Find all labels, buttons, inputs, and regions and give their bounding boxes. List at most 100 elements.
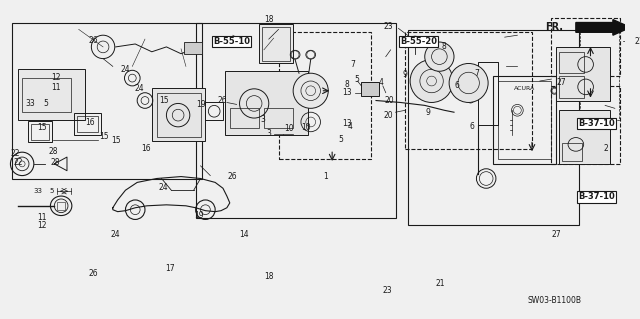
Bar bbox=[552, 86, 620, 164]
Text: 9: 9 bbox=[403, 70, 408, 79]
Text: 24: 24 bbox=[158, 183, 168, 192]
Text: 5: 5 bbox=[354, 75, 359, 84]
Text: 8: 8 bbox=[442, 42, 447, 51]
Bar bbox=[57, 202, 65, 210]
Text: 9: 9 bbox=[425, 108, 430, 117]
Text: 24: 24 bbox=[134, 84, 144, 93]
Bar bbox=[225, 71, 308, 135]
Circle shape bbox=[449, 63, 488, 102]
Text: 18: 18 bbox=[264, 271, 274, 281]
Text: 2: 2 bbox=[604, 144, 608, 153]
Text: 33: 33 bbox=[26, 99, 35, 108]
Bar bbox=[278, 32, 371, 159]
Text: 18: 18 bbox=[264, 15, 273, 24]
Circle shape bbox=[425, 42, 454, 71]
Text: B-37-10: B-37-10 bbox=[578, 192, 615, 201]
Text: ACURA: ACURA bbox=[513, 86, 535, 91]
Text: 5: 5 bbox=[43, 99, 48, 108]
Text: 11: 11 bbox=[37, 213, 46, 222]
Text: 24: 24 bbox=[121, 65, 131, 74]
Text: 7: 7 bbox=[474, 69, 479, 78]
Text: 3: 3 bbox=[266, 129, 271, 138]
Text: 15: 15 bbox=[159, 96, 169, 105]
Bar bbox=[196, 23, 396, 218]
Bar bbox=[559, 110, 610, 164]
Text: 26: 26 bbox=[88, 36, 98, 45]
Bar bbox=[262, 27, 290, 61]
Text: 25: 25 bbox=[604, 121, 614, 130]
Text: 5: 5 bbox=[49, 188, 54, 194]
Text: 6: 6 bbox=[454, 81, 460, 90]
Text: B-55-10: B-55-10 bbox=[213, 37, 250, 46]
Text: FR.: FR. bbox=[545, 22, 563, 33]
Bar bbox=[230, 108, 259, 128]
Text: 33: 33 bbox=[33, 188, 42, 194]
Text: 26: 26 bbox=[228, 172, 237, 181]
Bar bbox=[264, 108, 293, 128]
Text: 1: 1 bbox=[323, 172, 328, 181]
Text: 12: 12 bbox=[51, 73, 60, 82]
Text: 27: 27 bbox=[551, 230, 561, 239]
Text: 23: 23 bbox=[383, 286, 392, 295]
Bar bbox=[498, 81, 552, 159]
Text: 4: 4 bbox=[378, 78, 383, 87]
Bar bbox=[493, 76, 556, 164]
Text: 17: 17 bbox=[166, 264, 175, 273]
Bar bbox=[628, 32, 640, 50]
Text: 14: 14 bbox=[239, 230, 249, 239]
Bar bbox=[28, 121, 52, 143]
Text: B-55-20: B-55-20 bbox=[400, 37, 437, 46]
Text: 22: 22 bbox=[11, 149, 20, 158]
Text: 27: 27 bbox=[556, 78, 566, 87]
Text: B-37-10: B-37-10 bbox=[578, 119, 615, 128]
Bar bbox=[552, 18, 620, 76]
Text: 19: 19 bbox=[196, 100, 205, 109]
Bar bbox=[559, 76, 584, 98]
Bar bbox=[559, 52, 584, 73]
Text: 13: 13 bbox=[342, 88, 351, 97]
Bar bbox=[259, 25, 293, 63]
Text: 16: 16 bbox=[86, 118, 95, 128]
Text: 12: 12 bbox=[37, 221, 46, 230]
Bar bbox=[580, 23, 619, 120]
Bar bbox=[22, 78, 71, 112]
Text: 3: 3 bbox=[260, 115, 265, 123]
Bar bbox=[556, 47, 610, 100]
Text: 7: 7 bbox=[351, 60, 356, 69]
Text: 10: 10 bbox=[284, 124, 294, 133]
Bar bbox=[362, 82, 379, 96]
Circle shape bbox=[410, 60, 453, 102]
Text: 24: 24 bbox=[110, 230, 120, 239]
Bar bbox=[408, 30, 579, 225]
Text: 26: 26 bbox=[217, 96, 227, 105]
Text: 28: 28 bbox=[49, 147, 58, 156]
Bar bbox=[12, 23, 202, 179]
Text: 15: 15 bbox=[99, 132, 108, 141]
Circle shape bbox=[293, 73, 328, 108]
Bar bbox=[19, 69, 84, 120]
Bar bbox=[562, 144, 582, 161]
Text: 5: 5 bbox=[339, 135, 343, 144]
Bar bbox=[157, 93, 200, 137]
Text: 22: 22 bbox=[13, 158, 23, 167]
Bar bbox=[152, 88, 205, 141]
Text: 10: 10 bbox=[301, 123, 310, 132]
Text: 4: 4 bbox=[348, 122, 353, 131]
Text: 16: 16 bbox=[141, 144, 151, 153]
Text: SW03-B1100B: SW03-B1100B bbox=[527, 296, 581, 305]
Text: 13: 13 bbox=[342, 119, 352, 128]
Text: 11: 11 bbox=[51, 84, 60, 93]
Bar bbox=[205, 102, 223, 120]
Bar bbox=[77, 116, 98, 132]
Bar bbox=[184, 42, 202, 54]
Text: 21: 21 bbox=[436, 279, 445, 288]
Text: 20: 20 bbox=[385, 96, 394, 105]
Text: 21: 21 bbox=[634, 37, 640, 46]
Text: 8: 8 bbox=[344, 80, 349, 89]
Text: 15: 15 bbox=[111, 136, 120, 145]
Text: 6: 6 bbox=[469, 122, 474, 131]
FancyArrow shape bbox=[576, 19, 630, 35]
Text: 23: 23 bbox=[384, 22, 394, 31]
Bar bbox=[31, 124, 49, 139]
Bar bbox=[405, 32, 532, 149]
